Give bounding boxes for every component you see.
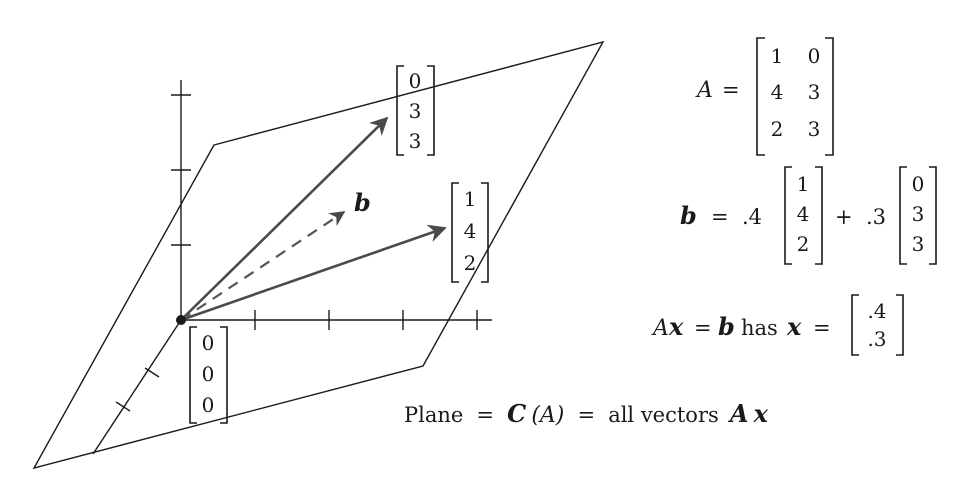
vec-col1-entry-2: 4 — [464, 219, 477, 243]
vec-origin-entry-2: 0 — [202, 362, 215, 386]
solution-x2: x — [786, 312, 802, 341]
plane-caption-eq-1: = — [476, 403, 494, 427]
plane-parallelogram — [32, 40, 605, 470]
column-vector-origin: 0 0 0 — [189, 326, 228, 424]
solution-has: has — [741, 316, 778, 340]
combination-vec1-entry-3: 2 — [797, 232, 810, 256]
vec-origin-entry-3: 0 — [202, 393, 215, 417]
plane-caption-ax-x: x — [753, 399, 769, 428]
vec-col2-entry-3: 3 — [409, 129, 422, 153]
vector-column-1 — [180, 224, 447, 322]
vertical-axis — [171, 80, 191, 320]
combination-vec1-entry-2: 4 — [797, 202, 810, 226]
vec-col2-entry-2: 3 — [409, 99, 422, 123]
combination-vec2-entry-1: 0 — [912, 172, 925, 196]
matrix-a-r2c1: 4 — [771, 80, 784, 104]
combination-b: b — [680, 201, 697, 230]
solution-equals-2: = — [813, 316, 831, 340]
matrix-a-r3c1: 2 — [771, 117, 784, 141]
b-vector-label: b — [354, 188, 371, 217]
column-vector-0-3-3: 0 3 3 — [396, 65, 435, 156]
combination-coef-1: .4 — [742, 205, 762, 229]
solution-a: A — [651, 316, 669, 341]
matrix-a-r3c2: 3 — [808, 117, 821, 141]
solution-x: x — [668, 312, 684, 341]
matrix-a-r1c1: 1 — [771, 44, 784, 68]
vec-col1-entry-3: 2 — [464, 251, 477, 275]
matrix-a-equals: = — [722, 78, 740, 102]
plane-caption-prefix: Plane — [404, 403, 463, 427]
horizontal-axis — [181, 310, 492, 330]
solution-value-1: .4 — [867, 299, 886, 323]
plane-caption-eq-2: = — [577, 403, 595, 427]
vec-col2-entry-1: 0 — [409, 69, 422, 93]
vector-b-dashed — [180, 211, 346, 321]
solution-equals: = — [694, 316, 712, 340]
vector-column-2 — [180, 116, 389, 321]
plane-caption-c-arg: (A) — [531, 403, 564, 428]
matrix-a-equation: A = 1 0 4 3 2 3 — [695, 37, 834, 156]
diagonal-axis — [92, 319, 182, 455]
matrix-a-r1c2: 0 — [808, 44, 821, 68]
combination-coef-2: .3 — [866, 205, 886, 229]
origin-point — [176, 315, 186, 325]
column-vector-1-4-2: 1 4 2 — [451, 182, 489, 283]
combination-vec2-entry-2: 3 — [912, 202, 925, 226]
combination-vec2-entry-3: 3 — [912, 232, 925, 256]
matrix-a-r2c2: 3 — [808, 80, 821, 104]
vec-col1-entry-1: 1 — [464, 187, 477, 211]
combination-plus: + — [835, 205, 853, 229]
solution-equation: A x = b has x = .4 .3 — [651, 294, 904, 356]
combination-equals: = — [711, 205, 729, 229]
matrix-a-name: A — [695, 78, 713, 103]
combination-equation: b = .4 1 4 2 + .3 0 3 3 — [680, 166, 937, 265]
vec-origin-entry-1: 0 — [202, 331, 215, 355]
combination-vec1-entry-1: 1 — [797, 172, 810, 196]
plane-caption-all-vectors: all vectors — [608, 403, 719, 427]
plane-caption: Plane = C (A) = all vectors A x — [404, 399, 769, 428]
solution-b: b — [718, 312, 735, 341]
plane-caption-c: C — [507, 399, 526, 428]
solution-value-2: .3 — [867, 327, 886, 351]
plane-caption-ax-a: A — [728, 399, 749, 428]
